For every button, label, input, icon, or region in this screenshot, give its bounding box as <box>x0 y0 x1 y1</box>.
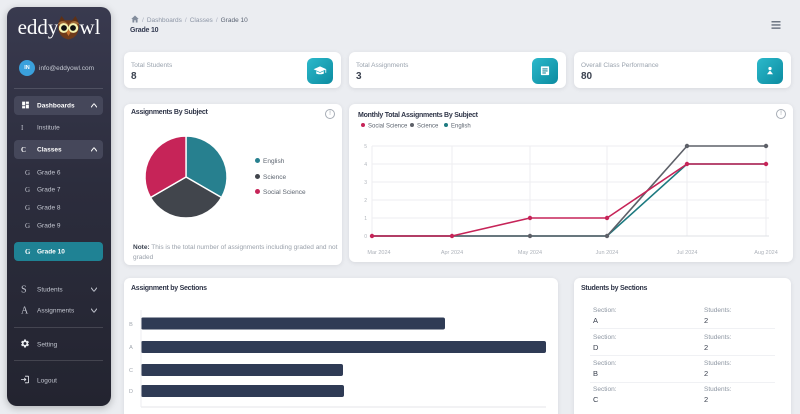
svg-text:C: C <box>129 368 133 374</box>
svg-text:5: 5 <box>364 144 367 150</box>
svg-text:Mar 2024: Mar 2024 <box>367 250 390 256</box>
svg-text:0: 0 <box>364 234 367 240</box>
svg-text:A: A <box>129 345 133 351</box>
svg-text:Apr 2024: Apr 2024 <box>441 250 463 256</box>
svg-text:May 2024: May 2024 <box>518 250 542 256</box>
svg-text:Jun 2024: Jun 2024 <box>596 250 619 256</box>
svg-text:3: 3 <box>364 180 367 186</box>
svg-text:Aug 2024: Aug 2024 <box>754 250 778 256</box>
svg-text:4: 4 <box>364 162 367 168</box>
svg-text:B: B <box>129 322 133 328</box>
svg-text:1: 1 <box>364 216 367 222</box>
svg-text:Jul 2024: Jul 2024 <box>677 250 698 256</box>
svg-text:D: D <box>129 389 133 395</box>
svg-text:2: 2 <box>364 198 367 204</box>
